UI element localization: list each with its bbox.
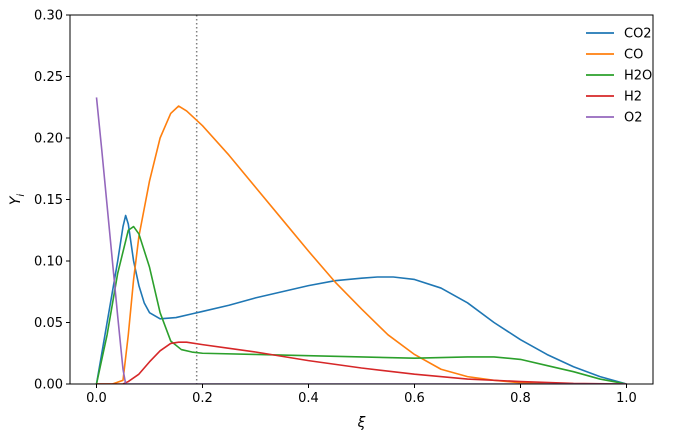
x-tick-label: 0.8 bbox=[510, 391, 531, 406]
x-tick-label: 0.4 bbox=[298, 391, 319, 406]
y-tick-label: 0.05 bbox=[34, 316, 63, 331]
x-tick-label: 0.6 bbox=[404, 391, 425, 406]
y-tick-label: 0.10 bbox=[34, 255, 63, 270]
series-line-o2 bbox=[95, 97, 627, 384]
y-tick-label: 0.00 bbox=[34, 378, 63, 393]
series-line-h2o bbox=[95, 225, 627, 384]
series-line-co2 bbox=[95, 214, 627, 384]
axes: 0.0 0.2 0.4 0.6 0.8 1.0 0.00 0.05 0.10 0.15 0.20 0.… bbox=[8, 9, 654, 431]
x-tick-label: 0.2 bbox=[192, 391, 213, 406]
legend-label-h2: H2 bbox=[624, 90, 642, 105]
legend-label-co2: CO2 bbox=[624, 27, 652, 42]
series-line-h2 bbox=[96, 341, 627, 384]
x-axis-label: ξ bbox=[357, 415, 366, 431]
y-tick-label: 0.30 bbox=[34, 9, 63, 24]
x-tick-label: 1.0 bbox=[616, 391, 637, 406]
plot-frame bbox=[69, 14, 654, 385]
y-tick-label: 0.15 bbox=[34, 193, 63, 208]
series-layer bbox=[95, 97, 627, 384]
legend-label-o2: O2 bbox=[624, 111, 643, 126]
y-tick-label: 0.25 bbox=[34, 70, 63, 85]
legend-label-h2o: H2O bbox=[624, 69, 652, 84]
legend: CO2 CO H2O H2 O2 bbox=[586, 27, 652, 126]
legend-label-co: CO bbox=[624, 48, 643, 63]
x-tick-label: 0.0 bbox=[86, 391, 107, 406]
y-axis-label: Yi bbox=[8, 194, 27, 206]
y-tick-label: 0.20 bbox=[34, 132, 63, 147]
